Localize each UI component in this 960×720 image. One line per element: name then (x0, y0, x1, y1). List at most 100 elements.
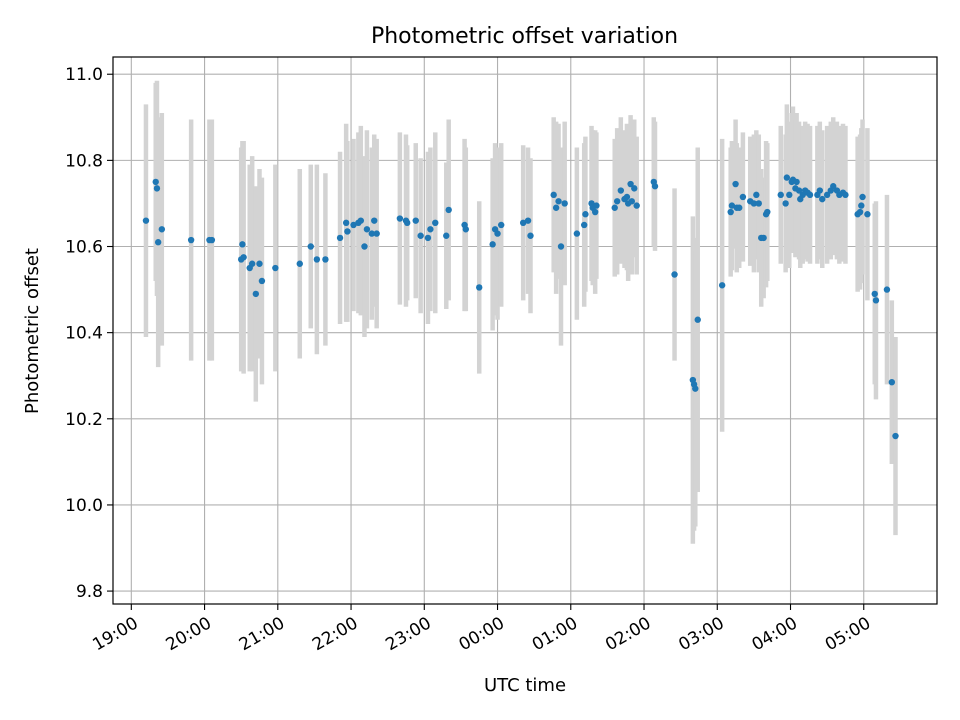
data-point (417, 232, 424, 239)
data-point (248, 260, 256, 267)
data-point (728, 202, 736, 209)
plot-frame (112, 56, 938, 605)
data-point (623, 193, 631, 201)
data-point (307, 243, 314, 250)
y-tick-label: 10.6 (65, 238, 103, 258)
data-point (445, 206, 452, 214)
data-point (344, 228, 351, 235)
data-point (357, 217, 365, 224)
data-point (494, 230, 501, 237)
data-point (591, 208, 599, 216)
data-point (524, 217, 532, 224)
data-point (631, 185, 638, 192)
data-point (581, 221, 588, 229)
data-point (582, 211, 589, 218)
data-points (142, 174, 899, 440)
data-point (856, 208, 864, 216)
data-point (864, 211, 871, 218)
data-point (152, 178, 159, 186)
data-point (806, 191, 814, 199)
data-point (872, 297, 880, 304)
y-tick-label: 9.8 (76, 582, 103, 602)
data-point (727, 208, 734, 216)
data-point (489, 241, 496, 248)
data-point (272, 264, 279, 272)
data-point (782, 200, 789, 207)
data-point (777, 191, 784, 199)
data-point (336, 234, 344, 242)
data-point (892, 432, 899, 440)
data-point (527, 232, 534, 239)
data-point (793, 178, 800, 186)
data-point (239, 241, 246, 248)
data-point (424, 234, 432, 242)
data-point (361, 243, 368, 250)
data-point (142, 217, 150, 224)
data-point (627, 180, 634, 188)
data-point (611, 204, 618, 211)
data-point (368, 230, 375, 237)
data-point (816, 187, 824, 194)
data-point (476, 284, 483, 291)
data-point (764, 208, 771, 216)
data-point (753, 191, 760, 199)
y-axis: 9.8 10.0 10.2 10.4 10.6 10.8 11.0 (65, 65, 113, 602)
data-point (363, 226, 371, 233)
data-point (736, 204, 743, 211)
data-point (396, 215, 404, 222)
data-point (258, 277, 266, 285)
data-point (403, 219, 411, 227)
chart-title: Photometric offset variation (371, 24, 678, 49)
data-point (550, 191, 557, 199)
data-point (519, 219, 527, 227)
data-point (154, 239, 162, 246)
data-point (858, 202, 865, 209)
data-point (296, 260, 303, 267)
data-point (694, 316, 701, 323)
data-point (739, 193, 747, 201)
data-point (497, 221, 505, 229)
data-point (732, 180, 739, 188)
data-point (187, 236, 195, 244)
data-point (373, 230, 380, 237)
data-point (593, 202, 600, 209)
data-point (573, 230, 581, 237)
data-point (760, 234, 767, 242)
data-point (819, 195, 826, 203)
data-point (350, 221, 357, 229)
y-tick-label: 11.0 (65, 65, 103, 85)
x-axis-label: UTC time (484, 675, 566, 696)
data-point (158, 226, 166, 233)
data-point (651, 183, 659, 190)
y-tick-label: 10.0 (65, 496, 103, 516)
data-point (256, 260, 263, 267)
data-point (313, 256, 321, 263)
data-point (883, 286, 891, 293)
y-tick-label: 10.8 (65, 151, 103, 171)
data-point (859, 193, 866, 201)
data-point (555, 198, 562, 205)
data-point (557, 243, 565, 250)
data-point (462, 226, 469, 233)
data-point (783, 174, 791, 181)
data-point (871, 290, 878, 298)
data-point (718, 282, 726, 289)
data-point (755, 200, 762, 207)
data-point (633, 202, 640, 209)
data-point (888, 378, 896, 386)
data-point (427, 226, 434, 233)
data-point (552, 204, 560, 211)
data-point (628, 198, 636, 205)
data-point (240, 254, 247, 261)
data-point (842, 191, 849, 199)
data-point (671, 271, 678, 278)
data-point (252, 290, 260, 298)
data-point (208, 236, 216, 244)
data-point (443, 232, 450, 239)
data-point (153, 185, 161, 192)
data-point (830, 183, 837, 190)
data-point (617, 187, 625, 194)
data-point (692, 385, 699, 392)
data-point (795, 187, 803, 194)
